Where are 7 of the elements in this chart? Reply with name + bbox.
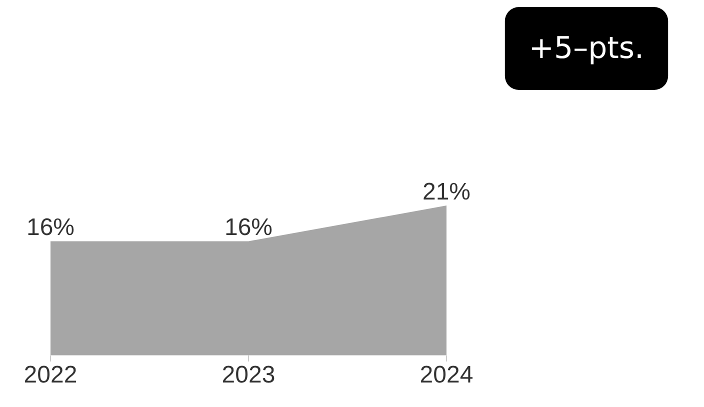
data-label: 16% [26, 214, 75, 242]
x-tick-label: 2024 [420, 362, 474, 388]
data-label: 21% [422, 178, 471, 206]
data-label: 16% [224, 214, 273, 242]
x-tick-label: 2022 [24, 362, 78, 388]
x-tick-label: 2023 [222, 362, 276, 388]
text: +5–pts. [528, 31, 644, 66]
